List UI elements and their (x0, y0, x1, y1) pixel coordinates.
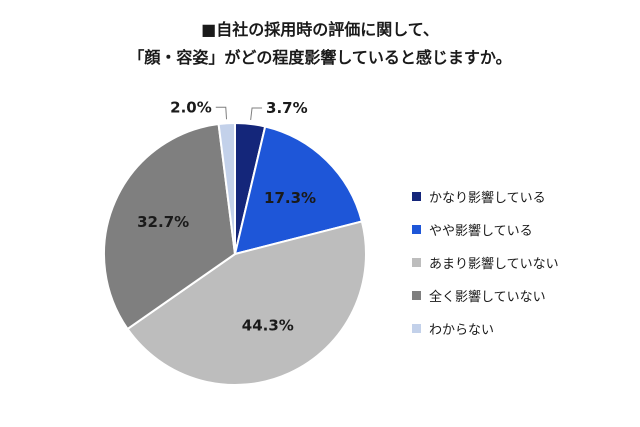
data-label-2: 17.3% (264, 189, 316, 207)
pie-slice-3 (126, 220, 367, 386)
legend-item-2: やや影響している (412, 213, 559, 246)
legend-item-1: かなり影響している (412, 180, 559, 213)
pie-slice-2 (233, 125, 364, 256)
chart-title-line-1: ■自社の採用時の評価に関して、 (201, 20, 439, 39)
leader-line-1 (250, 107, 263, 120)
leader-line-5 (215, 106, 228, 120)
legend-item-4: 全く影響していない (412, 279, 559, 312)
chart-legend: かなり影響している やや影響しているあまり影響していない 全く影響していない わからな… (412, 180, 559, 345)
legend-item-5: わからない (412, 312, 559, 345)
legend-label-3: あまり影響していない (429, 257, 559, 272)
data-label-5: 2.0% (170, 98, 212, 116)
pie-slice-5 (217, 121, 236, 255)
legend-label-4: 全く影響していない (429, 290, 546, 305)
chart-title-line-2: 「顔・容姿」がどの程度影響していると感じますか。 (128, 48, 512, 67)
data-label-4: 32.7% (137, 213, 189, 231)
legend-item-3: あまり影響していない (412, 246, 559, 279)
legend-swatch-5 (412, 324, 421, 333)
legend-label-2: やや影響している (429, 224, 533, 239)
legend-swatch-1 (412, 192, 421, 201)
legend-label-1: かなり影響している (429, 191, 546, 206)
legend-swatch-3 (412, 258, 421, 267)
data-label-1: 3.7% (266, 99, 308, 117)
legend-swatch-2 (412, 225, 421, 234)
legend-swatch-4 (412, 291, 421, 300)
data-label-3: 44.3% (242, 316, 294, 334)
pie-slice-4 (103, 122, 237, 331)
legend-label-5: わからない (429, 323, 495, 338)
